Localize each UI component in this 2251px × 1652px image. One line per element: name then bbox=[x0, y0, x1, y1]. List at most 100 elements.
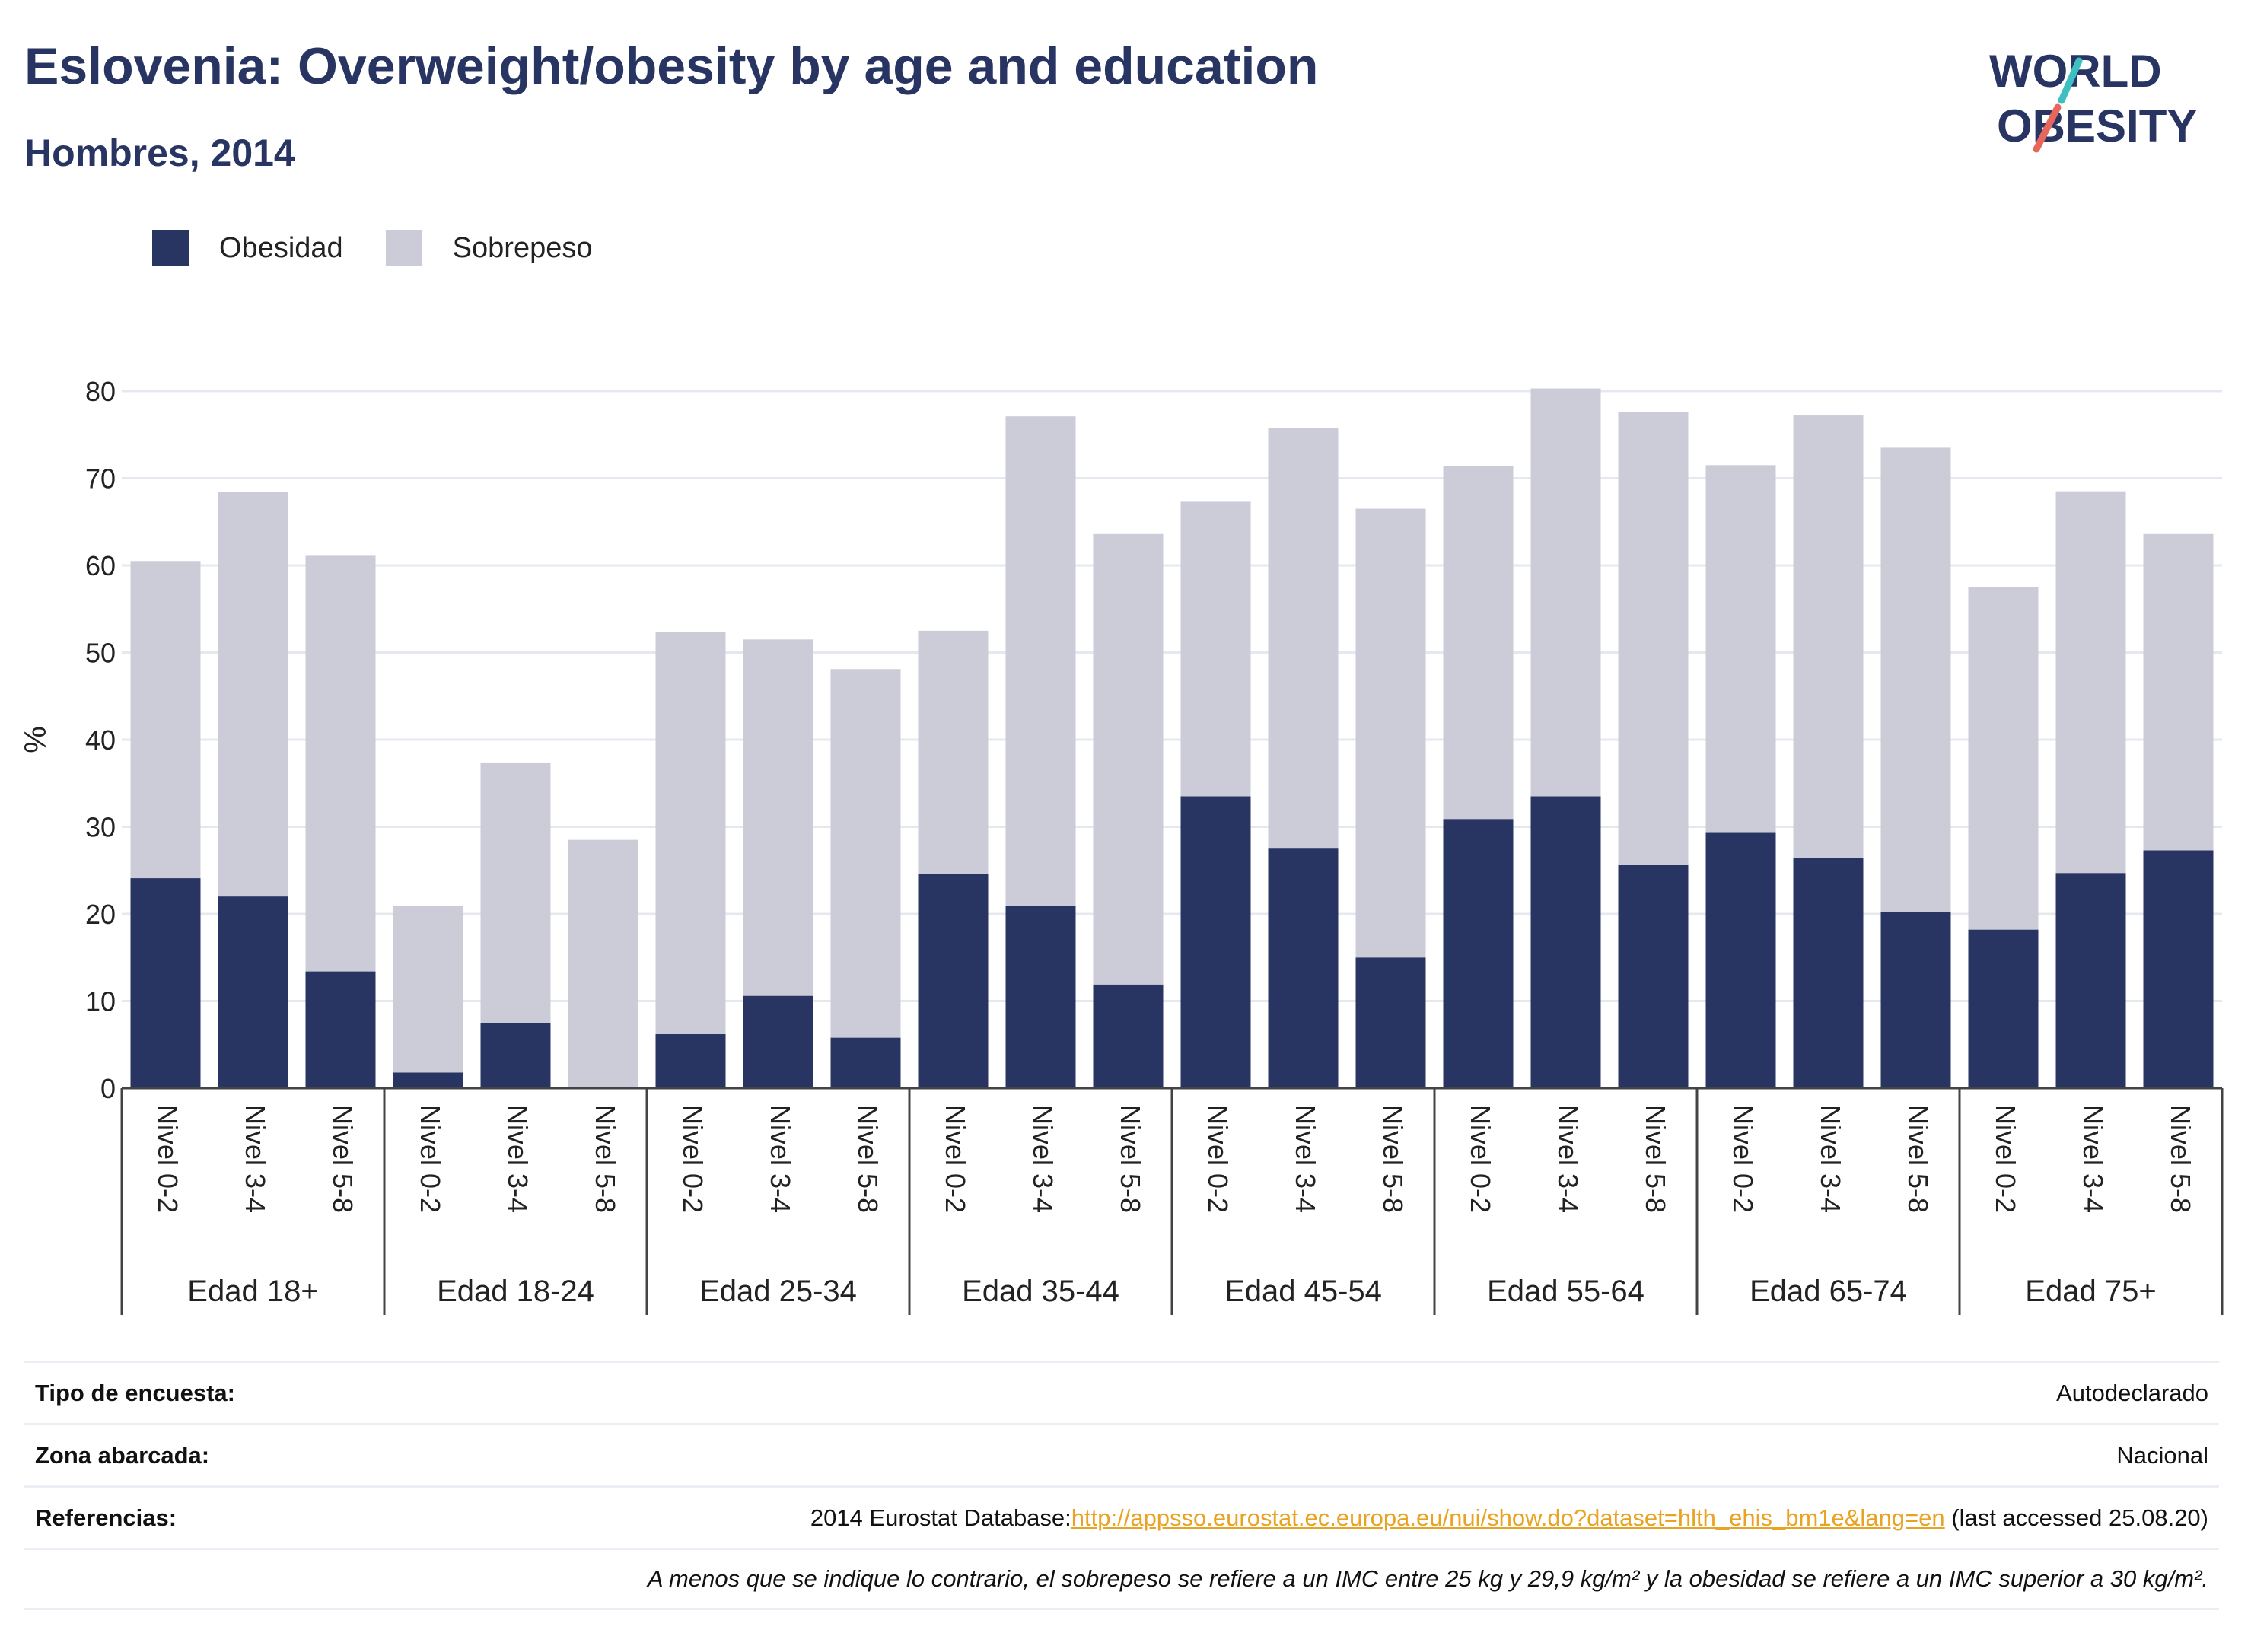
bar-sobrepeso bbox=[1880, 447, 1951, 912]
x-group-label: Edad 18-24 bbox=[437, 1275, 594, 1308]
bar-obesidad bbox=[2055, 873, 2126, 1088]
bar-obesidad bbox=[1793, 858, 1864, 1088]
x-category-label: Nivel 5-8 bbox=[2165, 1105, 2196, 1213]
bar-obesidad bbox=[2143, 850, 2214, 1088]
x-category-label: Nivel 3-4 bbox=[1552, 1105, 1584, 1213]
bar-sobrepeso bbox=[480, 762, 551, 1023]
bar-sobrepeso bbox=[2055, 491, 2126, 874]
y-tick-label: 60 bbox=[85, 550, 116, 581]
y-tick-label: 20 bbox=[85, 899, 116, 930]
bar-obesidad bbox=[305, 971, 376, 1088]
legend-item-sobrepeso: Sobrepeso bbox=[385, 230, 593, 266]
bar-obesidad bbox=[1618, 864, 1689, 1088]
bar-sobrepeso bbox=[130, 561, 201, 879]
bar-obesidad bbox=[918, 874, 989, 1088]
x-category-label: Nivel 5-8 bbox=[1377, 1105, 1409, 1213]
x-group-label: Edad 65-74 bbox=[1750, 1275, 1907, 1308]
bar-chart: 0 10 20 30 40 50 60 70 80% Nivel 0-2 Nivel 3-4 Nive… bbox=[19, 376, 2224, 1315]
x-category-label: Nivel 3-4 bbox=[502, 1105, 533, 1213]
bar-obesidad bbox=[1530, 796, 1601, 1088]
legend-item-obesidad: Obesidad bbox=[152, 230, 343, 266]
definition-note: A menos que se indique lo contrario, el … bbox=[647, 1565, 2208, 1592]
bar-obesidad bbox=[1443, 819, 1514, 1088]
bar-sobrepeso bbox=[743, 639, 813, 996]
x-group-label: Edad 25-34 bbox=[699, 1275, 857, 1308]
bar-sobrepeso bbox=[830, 669, 901, 1038]
bar-sobrepeso bbox=[305, 555, 376, 972]
bar-sobrepeso bbox=[1705, 465, 1776, 833]
bar-obesidad bbox=[655, 1034, 726, 1088]
bar-obesidad bbox=[1268, 848, 1339, 1088]
area-value: Nacional bbox=[2116, 1441, 2208, 1469]
x-category-label: Nivel 0-2 bbox=[677, 1105, 708, 1213]
chart-title: Eslovenia: Overweight/obesity by age and… bbox=[24, 37, 1319, 95]
bar-obesidad bbox=[1968, 929, 2039, 1088]
x-group-label: Edad 35-44 bbox=[962, 1275, 1119, 1308]
x-category-label: Nivel 0-2 bbox=[1727, 1105, 1759, 1213]
info-table: Tipo de encuesta: Autodeclarado Zona aba… bbox=[24, 1361, 2219, 1610]
x-category-label: Nivel 5-8 bbox=[852, 1105, 884, 1213]
survey-type-label: Tipo de encuesta: bbox=[35, 1379, 235, 1406]
bar-sobrepeso bbox=[2143, 533, 2214, 851]
info-row-note: A menos que se indique lo contrario, el … bbox=[24, 1548, 2219, 1610]
x-category-label: Nivel 5-8 bbox=[327, 1105, 358, 1213]
bar-obesidad bbox=[830, 1037, 901, 1088]
bar-sobrepeso bbox=[1005, 416, 1076, 906]
y-tick-label: 70 bbox=[85, 463, 116, 495]
bar-obesidad bbox=[1180, 796, 1251, 1088]
x-category-label: Nivel 5-8 bbox=[1115, 1105, 1146, 1213]
y-tick-label: 0 bbox=[100, 1073, 116, 1104]
info-row-area: Zona abarcada: Nacional bbox=[24, 1423, 2219, 1485]
bar-obesidad bbox=[218, 896, 288, 1088]
x-category-label: Nivel 3-4 bbox=[1815, 1105, 1846, 1213]
bar-obesidad bbox=[130, 878, 201, 1088]
legend-swatch-sobrepeso bbox=[385, 230, 422, 266]
x-category-label: Nivel 3-4 bbox=[1027, 1105, 1059, 1213]
bar-obesidad bbox=[1005, 906, 1076, 1088]
bar-obesidad bbox=[480, 1023, 551, 1088]
y-tick-label: 50 bbox=[85, 638, 116, 669]
bar-sobrepeso bbox=[1093, 533, 1164, 985]
references-link[interactable]: http://appsso.eurostat.ec.europa.eu/nui/… bbox=[1071, 1504, 1945, 1531]
x-category-label: Nivel 0-2 bbox=[1990, 1105, 2021, 1213]
x-group-label: Edad 55-64 bbox=[1487, 1275, 1644, 1308]
x-category-label: Nivel 3-4 bbox=[2077, 1105, 2109, 1213]
references-prefix: 2014 Eurostat Database: bbox=[810, 1504, 1071, 1531]
svg-text:OBESITY: OBESITY bbox=[1997, 100, 2197, 151]
x-category-label: Nivel 3-4 bbox=[765, 1105, 796, 1213]
bar-sobrepeso bbox=[655, 632, 726, 1035]
x-category-label: Nivel 0-2 bbox=[415, 1105, 446, 1213]
x-group-label: Edad 75+ bbox=[2025, 1275, 2156, 1308]
bar-sobrepeso bbox=[1968, 587, 2039, 930]
bar-obesidad bbox=[743, 995, 813, 1088]
bar-obesidad bbox=[1705, 832, 1776, 1088]
x-category-label: Nivel 0-2 bbox=[1465, 1105, 1496, 1213]
x-category-label: Nivel 0-2 bbox=[940, 1105, 971, 1213]
bar-sobrepeso bbox=[568, 839, 638, 1088]
bar-sobrepeso bbox=[918, 630, 989, 874]
chart-subtitle: Hombres, 2014 bbox=[24, 132, 295, 174]
bar-sobrepeso bbox=[393, 906, 463, 1073]
world-obesity-logo: WORLD OBESITY bbox=[1989, 46, 2197, 153]
info-row-survey-type: Tipo de encuesta: Autodeclarado bbox=[24, 1361, 2219, 1423]
references-label: Referencias: bbox=[35, 1504, 177, 1531]
references-suffix: (last accessed 25.08.20) bbox=[1944, 1504, 2208, 1531]
x-category-label: Nivel 5-8 bbox=[1902, 1105, 1934, 1213]
info-row-references: Referencias: 2014 Eurostat Database:http… bbox=[24, 1485, 2219, 1548]
bar-obesidad bbox=[393, 1072, 463, 1088]
x-group-label: Edad 45-54 bbox=[1224, 1275, 1382, 1308]
legend-label-obesidad: Obesidad bbox=[219, 231, 343, 264]
x-category-label: Nivel 3-4 bbox=[240, 1105, 271, 1213]
survey-type-value: Autodeclarado bbox=[2056, 1379, 2208, 1406]
y-tick-label: 80 bbox=[85, 376, 116, 407]
chart-legend: Obesidad Sobrepeso bbox=[152, 228, 635, 268]
legend-label-sobrepeso: Sobrepeso bbox=[452, 231, 593, 264]
x-category-label: Nivel 5-8 bbox=[1640, 1105, 1671, 1213]
bar-obesidad bbox=[1093, 984, 1164, 1088]
bar-sobrepeso bbox=[1618, 412, 1689, 865]
y-tick-label: 30 bbox=[85, 812, 116, 843]
bar-obesidad bbox=[1880, 912, 1951, 1088]
bar-sobrepeso bbox=[1793, 415, 1864, 858]
y-tick-label: 40 bbox=[85, 724, 116, 756]
bar-sobrepeso bbox=[1268, 428, 1339, 849]
